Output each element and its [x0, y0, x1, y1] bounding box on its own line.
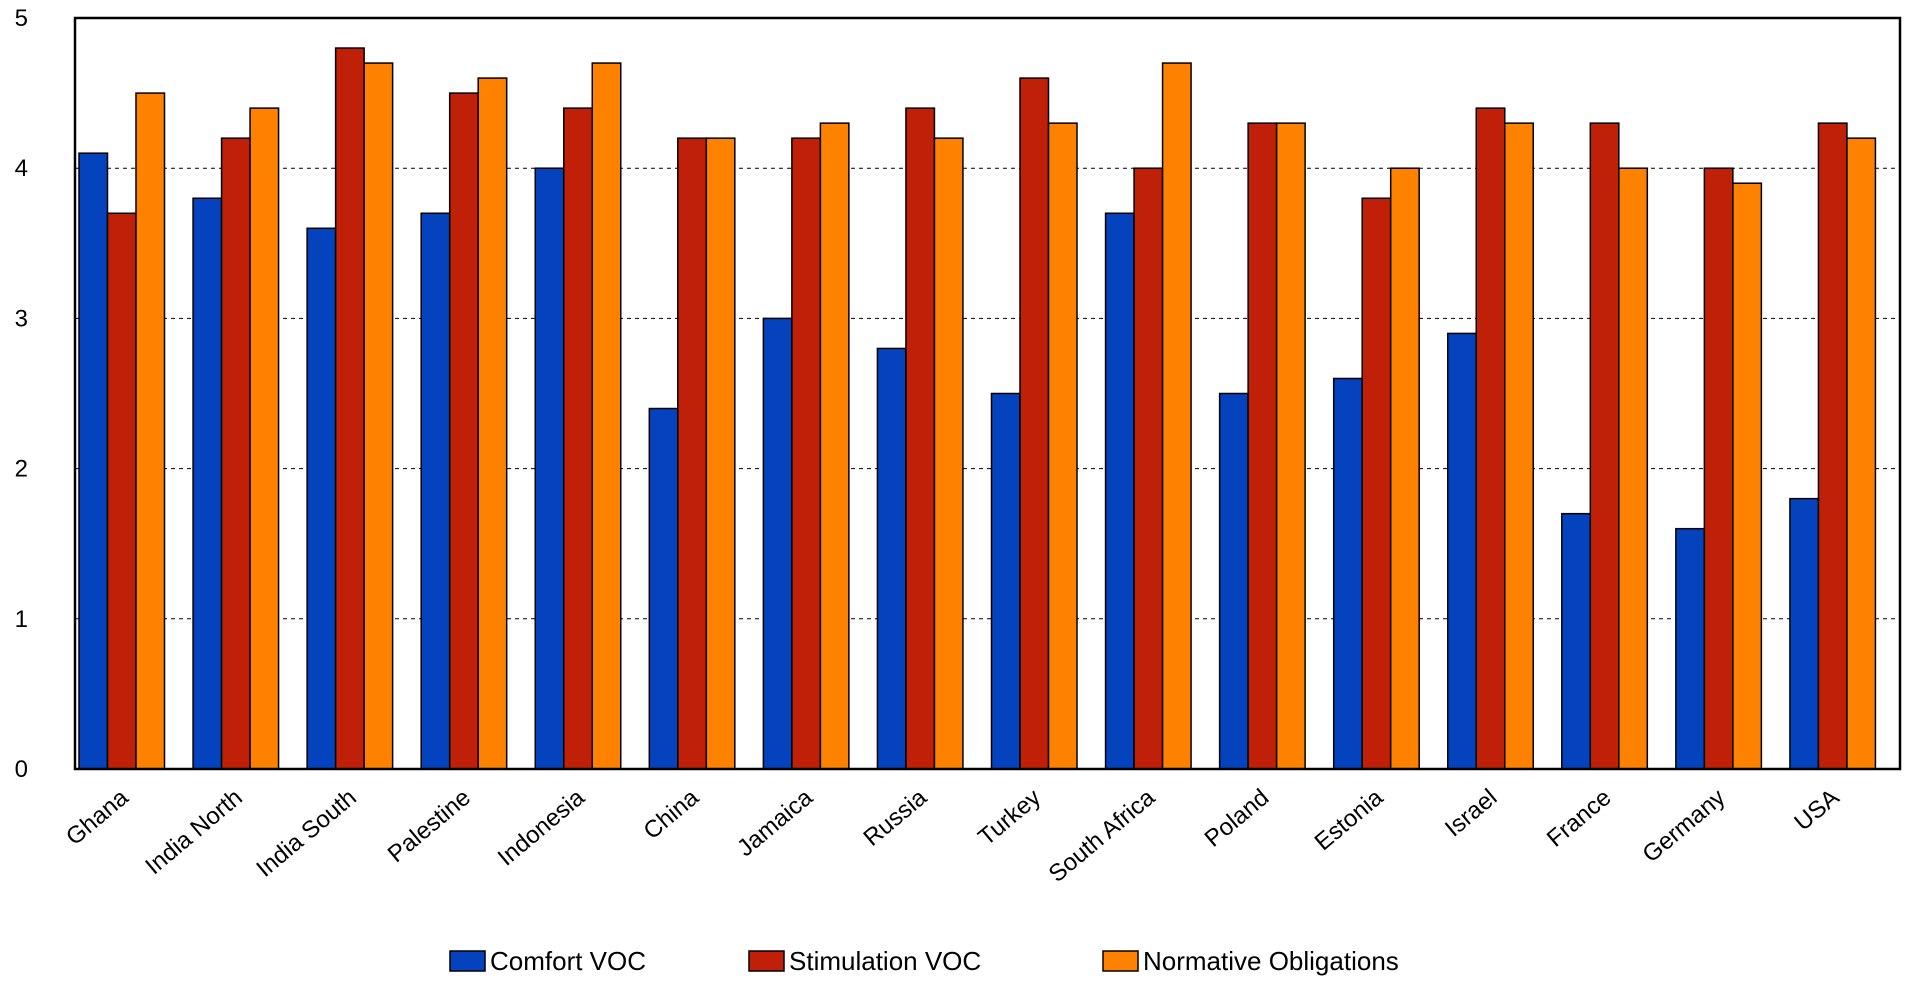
bar-comfort-voc: [876, 347, 907, 770]
bar-comfort-voc: [1561, 512, 1592, 770]
x-tick-label: India North: [140, 784, 247, 880]
legend-label: Stimulation VOC: [789, 946, 981, 976]
x-tick-label: Russia: [858, 783, 932, 851]
bar-stimulation-voc: [1703, 167, 1734, 770]
bar-stimulation-voc: [220, 137, 251, 770]
x-tick-label: Palestine: [383, 784, 476, 868]
bar-comfort-voc: [534, 167, 565, 770]
bar-comfort-voc: [648, 407, 679, 770]
bar-stimulation-voc: [106, 212, 137, 770]
legend: Comfort VOC Stimulation VOC Normative Obli…: [449, 946, 1399, 976]
bar-comfort-voc: [1332, 377, 1363, 770]
bar-comfort-voc: [1218, 392, 1249, 770]
bar-normative-obligations: [135, 92, 166, 770]
y-tick-label: 5: [15, 5, 28, 32]
x-tick-label: USA: [1789, 784, 1844, 836]
y-tick-label: 2: [15, 456, 28, 483]
bar-comfort-voc: [762, 317, 793, 770]
bar-comfort-voc: [1104, 212, 1135, 770]
bar-comfort-voc: [1789, 497, 1820, 770]
legend-swatch: [449, 950, 486, 972]
bar-stimulation-voc: [448, 92, 479, 770]
legend-label: Comfort VOC: [490, 946, 646, 976]
bar-stimulation-voc: [905, 107, 936, 770]
x-tick-label: Israel: [1440, 784, 1502, 842]
legend-item: Comfort VOC: [449, 946, 646, 976]
bar-comfort-voc: [306, 227, 337, 770]
bar-normative-obligations: [591, 62, 622, 770]
legend-item: Normative Obligations: [1102, 946, 1399, 976]
bar-normative-obligations: [933, 137, 964, 770]
x-tick-label: Poland: [1200, 784, 1275, 853]
x-tick-label: South Africa: [1044, 784, 1161, 888]
y-tick-label: 3: [15, 305, 28, 332]
bar-stimulation-voc: [1133, 167, 1164, 770]
bar-normative-obligations: [1161, 62, 1192, 770]
bar-normative-obligations: [477, 77, 508, 770]
bar-normative-obligations: [363, 62, 394, 770]
bar-normative-obligations: [1846, 137, 1877, 770]
bar-stimulation-voc: [1247, 122, 1278, 770]
bar-stimulation-voc: [1475, 107, 1506, 770]
bar-normative-obligations: [1618, 167, 1649, 770]
bar-comfort-voc: [78, 152, 109, 770]
y-tick-label: 0: [15, 756, 28, 783]
x-tick-label: Indonesia: [493, 783, 591, 871]
x-tick-label: Ghana: [61, 783, 134, 850]
bar-comfort-voc: [990, 392, 1021, 770]
bar-stimulation-voc: [1361, 197, 1392, 770]
bar-stimulation-voc: [563, 107, 593, 770]
x-tick-label: India South: [251, 784, 361, 883]
x-tick-label: Estonia: [1310, 784, 1389, 857]
bars: [78, 47, 1877, 770]
x-tick-label: Jamaica: [732, 783, 818, 862]
bar-comfort-voc: [1675, 527, 1706, 770]
x-tick-label: France: [1542, 784, 1617, 853]
bar-normative-obligations: [819, 122, 850, 770]
bar-normative-obligations: [705, 137, 736, 770]
x-tick-label: China: [639, 784, 705, 845]
bar-normative-obligations: [1275, 122, 1306, 770]
bar-comfort-voc: [420, 212, 451, 770]
legend-swatch: [748, 950, 785, 972]
bar-normative-obligations: [249, 107, 280, 770]
x-axis-tick-labels: Ghana India North India South Palestine Indo…: [61, 783, 1844, 887]
legend-item: Stimulation VOC: [748, 946, 981, 976]
y-axis-tick-labels: 0 1 2 3 4 5: [15, 5, 28, 783]
bar-stimulation-voc: [1019, 77, 1050, 770]
bar-normative-obligations: [1389, 167, 1420, 770]
bar-comfort-voc: [1447, 332, 1477, 770]
x-tick-label: Turkey: [973, 784, 1046, 851]
bar-stimulation-voc: [1589, 122, 1620, 770]
bar-normative-obligations: [1504, 122, 1534, 770]
x-tick-label: Germany: [1638, 784, 1731, 868]
legend-swatch: [1102, 950, 1139, 972]
bar-stimulation-voc: [677, 137, 708, 770]
legend-label: Normative Obligations: [1143, 946, 1399, 976]
bar-stimulation-voc: [1817, 122, 1848, 770]
plot-frame: [73, 16, 1902, 771]
y-tick-label: 4: [15, 155, 28, 182]
y-tick-label: 1: [15, 606, 28, 633]
bar-stimulation-voc: [334, 47, 365, 770]
bar-normative-obligations: [1732, 182, 1763, 770]
bar-comfort-voc: [192, 197, 223, 770]
bar-normative-obligations: [1047, 122, 1078, 770]
bar-stimulation-voc: [791, 137, 822, 770]
